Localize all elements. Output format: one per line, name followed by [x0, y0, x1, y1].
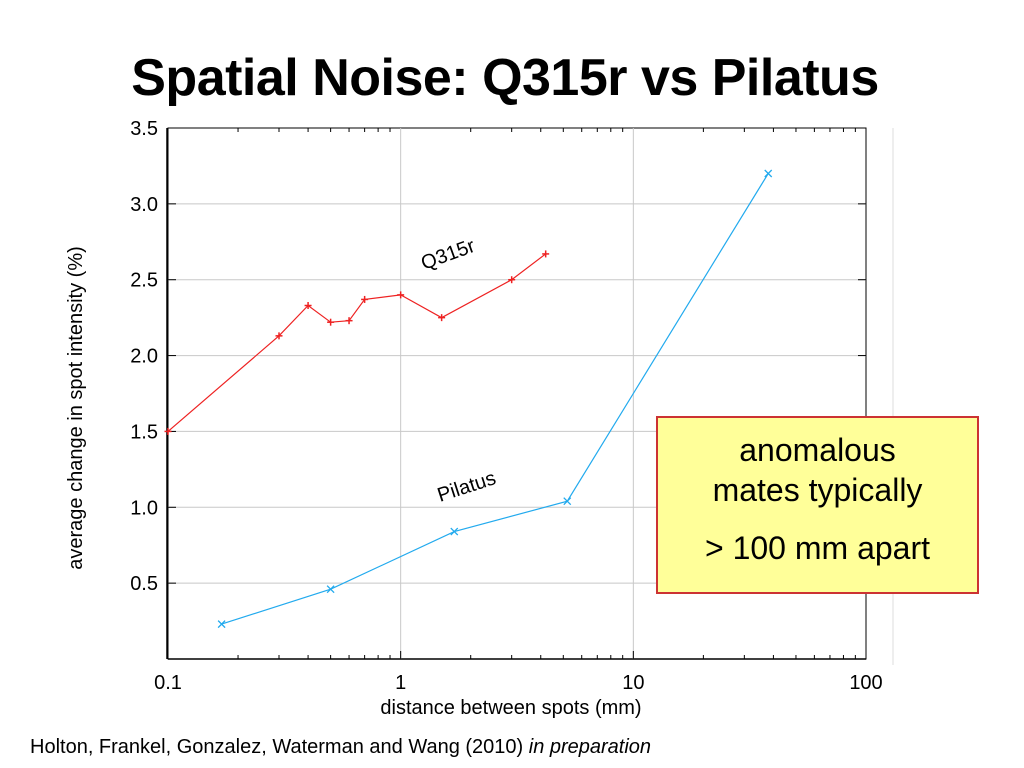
series-group [164, 169, 773, 629]
data-point-pilatus [764, 169, 773, 178]
marker-stroke [764, 169, 773, 178]
marker-stroke [563, 497, 572, 506]
data-point-q315r [275, 332, 283, 340]
marker-stroke [326, 585, 335, 594]
data-point-q315r [397, 291, 405, 299]
data-point-q315r [304, 302, 312, 310]
data-point-pilatus [450, 527, 459, 536]
data-point-q315r [164, 427, 172, 435]
citation-status: in preparation [528, 736, 652, 758]
x-tick-label: 100 [849, 672, 882, 694]
y-tick-label: 0.5 [130, 573, 158, 595]
x-tick-label: 0.1 [154, 672, 182, 694]
callout-box: anomalous mates typically > 100 mm apart [656, 416, 979, 594]
slide-title: Spatial Noise: Q315r vs Pilatus [131, 49, 879, 107]
data-point-q315r [438, 314, 446, 322]
citation: Holton, Frankel, Gonzalez, Waterman and … [30, 736, 651, 759]
data-point-pilatus [563, 497, 572, 506]
data-point-pilatus [326, 585, 335, 594]
citation-authors: Holton, Frankel, Gonzalez, Waterman and … [30, 736, 529, 758]
y-tick-label: 3.0 [130, 194, 158, 216]
x-axis-label: distance between spots (mm) [380, 697, 641, 719]
marker-stroke [217, 620, 226, 629]
x-tick-label: 1 [395, 672, 406, 694]
y-tick-label: 1.5 [130, 421, 158, 443]
y-axis-label: average change in spot intensity (%) [65, 246, 87, 570]
series-line-q315r [167, 253, 547, 432]
y-tick-label: 2.0 [130, 346, 158, 368]
callout-line-3: > 100 mm apart [705, 530, 930, 566]
data-point-pilatus [217, 620, 226, 629]
data-point-q315r [327, 318, 335, 326]
callout-line-2: mates typically [712, 472, 923, 508]
data-point-q315r [508, 276, 516, 284]
axis-ticks: 0.1 1 10 100 0.5 1.0 1.5 2.0 2.5 3.0 3.5 [130, 118, 883, 694]
y-tick-label: 2.5 [130, 270, 158, 292]
x-tick-label: 10 [622, 672, 644, 694]
data-point-q315r [345, 317, 353, 325]
y-tick-label: 1.0 [130, 497, 158, 519]
marker-stroke [450, 527, 459, 536]
data-point-q315r [542, 250, 550, 258]
callout-line-1: anomalous [739, 432, 896, 468]
data-point-q315r [361, 295, 369, 303]
y-tick-label: 3.5 [130, 118, 158, 140]
